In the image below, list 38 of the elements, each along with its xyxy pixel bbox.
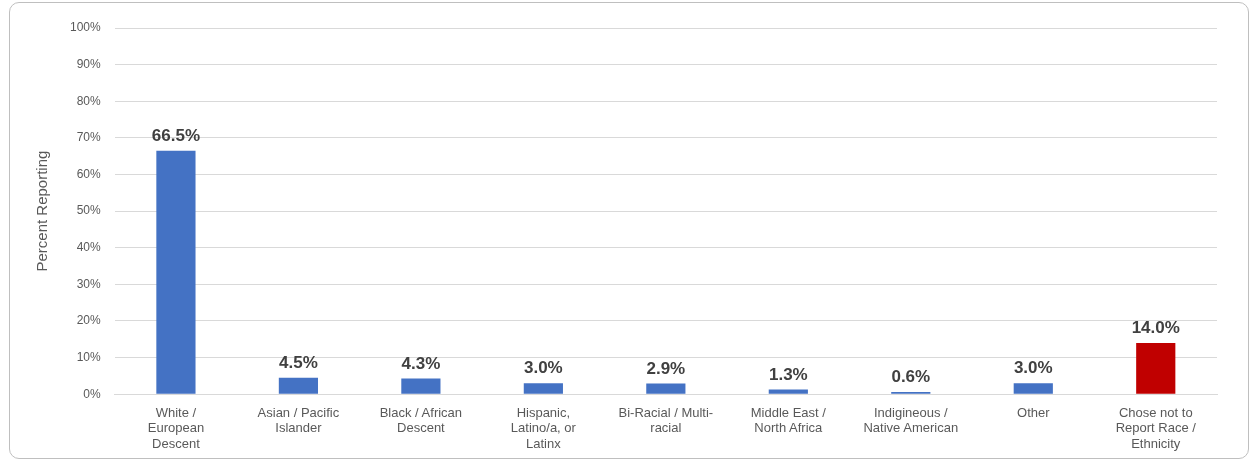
y-tick-label: 80% <box>76 93 102 108</box>
bar <box>1136 342 1176 394</box>
data-label: 4.5% <box>279 352 318 372</box>
data-label: 14.0% <box>1131 318 1180 338</box>
x-tick-label: Middle East / North Africa <box>750 404 827 436</box>
bar <box>156 150 196 394</box>
data-label: 3.0% <box>523 358 563 378</box>
data-label: 0.6% <box>891 367 931 387</box>
y-tick-label: 10% <box>76 349 102 364</box>
x-tick-label: White / European Descent <box>147 404 205 451</box>
y-tick-label: 20% <box>76 313 102 328</box>
data-label: 3.0% <box>1013 358 1053 378</box>
y-tick-label: 0% <box>83 386 102 401</box>
y-tick-label: 50% <box>76 203 102 218</box>
bar <box>1013 383 1053 394</box>
bar <box>646 383 686 394</box>
y-tick-label: 90% <box>76 56 102 71</box>
y-tick-label: 60% <box>76 166 102 181</box>
x-tick-label: Indigineous / Native American <box>863 404 959 436</box>
bar <box>278 377 319 394</box>
y-tick-label: 30% <box>76 276 102 291</box>
y-axis-title: Percent Reporting <box>33 150 51 272</box>
x-tick-label: Asian / Pacific Islander <box>257 404 340 436</box>
y-tick-label: 40% <box>76 240 102 255</box>
x-tick-label: Other <box>1017 404 1051 420</box>
bar <box>768 389 808 394</box>
x-tick-label: Black / African Descent <box>379 404 463 436</box>
data-label: 1.3% <box>768 364 808 384</box>
bar <box>523 383 563 394</box>
y-tick-label: 100% <box>69 20 102 35</box>
data-label: 66.5% <box>151 125 201 145</box>
x-tick-label: Chose not to Report Race / Ethnicity <box>1115 404 1197 451</box>
y-tick-label: 70% <box>76 130 102 145</box>
data-label: 2.9% <box>646 358 686 378</box>
x-tick-label: Hispanic, Latino/a, or Latinx <box>510 404 577 451</box>
data-label: 4.3% <box>401 353 441 373</box>
x-tick-label: Bi-Racial / Multi-racial <box>618 404 714 436</box>
bar <box>401 378 441 394</box>
